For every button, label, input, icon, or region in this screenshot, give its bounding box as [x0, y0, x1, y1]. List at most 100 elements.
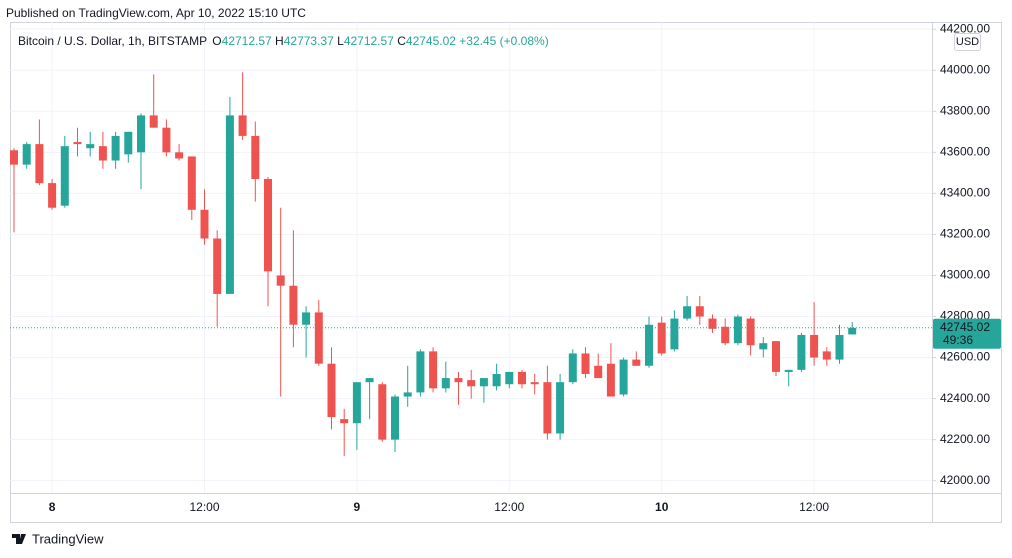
currency-label: USD — [956, 36, 979, 48]
candle-body — [441, 378, 450, 389]
x-tick-label: 10 — [655, 500, 669, 514]
x-tick-label: 12:00 — [189, 500, 219, 514]
candle-body — [594, 365, 603, 379]
candle-body — [86, 144, 95, 149]
candle-body — [733, 316, 742, 344]
symbol: Bitcoin / U.S. Dollar, 1h, BITSTAMP — [18, 34, 207, 48]
candle-body — [327, 363, 336, 418]
candle-body — [619, 359, 628, 395]
candle-body — [213, 238, 222, 294]
candle-body — [657, 322, 666, 354]
candle-body — [149, 115, 158, 128]
brand: TradingView — [12, 531, 104, 546]
candle-body — [505, 371, 514, 385]
x-tick-label: 8 — [49, 500, 56, 514]
candle-body — [772, 341, 780, 372]
candle-body — [10, 150, 18, 165]
legend-value: 42745.02 — [406, 34, 456, 48]
published-note: Published on TradingView.com, Apr 10, 20… — [6, 6, 306, 20]
y-tick-label: 43600.00 — [940, 144, 990, 158]
legend-letter: O — [212, 34, 221, 48]
candle-body — [302, 312, 311, 325]
candle-body — [759, 343, 768, 350]
legend-letter: C — [397, 34, 406, 48]
candle-body — [251, 135, 260, 179]
candle-body — [479, 378, 488, 387]
chart-frame — [10, 22, 1002, 523]
y-tick-label: 43000.00 — [940, 268, 990, 282]
legend-letter: H — [275, 34, 284, 48]
candle-body — [606, 363, 615, 397]
y-tick-label: 42600.00 — [940, 350, 990, 364]
candle-body — [721, 326, 730, 344]
candle-body — [530, 382, 539, 385]
change-label: +32.45 (+0.08%) — [459, 34, 548, 48]
candle-body — [124, 131, 133, 155]
grid — [10, 22, 932, 493]
candle-body — [645, 324, 653, 366]
candle-body — [835, 334, 844, 360]
candle-body — [784, 369, 793, 372]
candle-body — [556, 382, 565, 434]
candle-body — [518, 371, 526, 385]
candle-body — [340, 419, 349, 424]
legend-value: 42773.37 — [284, 34, 334, 48]
candle-body — [822, 351, 831, 360]
candle-body — [708, 318, 717, 329]
y-tick-label: 42400.00 — [940, 391, 990, 405]
axes: 42000.0042200.0042400.0042600.0042800.00… — [10, 21, 1001, 514]
candle-body — [314, 312, 323, 364]
candle-body — [695, 306, 704, 317]
legend: Bitcoin / U.S. Dollar, 1h, BITSTAMP O427… — [18, 34, 549, 48]
candle-body — [352, 382, 361, 424]
y-tick-label: 44200.00 — [940, 21, 990, 35]
x-tick-label: 12:00 — [494, 500, 524, 514]
legend-letter: L — [337, 34, 344, 48]
candle-body — [670, 318, 679, 350]
y-tick-label: 43800.00 — [940, 103, 990, 117]
candle-body — [429, 351, 438, 389]
candle-body — [416, 351, 425, 393]
brand-name: TradingView — [32, 531, 104, 546]
candle-body — [187, 156, 196, 210]
candle-body — [48, 183, 57, 208]
candle-body — [365, 378, 374, 383]
candle-body — [98, 146, 107, 161]
candle-body — [746, 318, 755, 346]
candle-body — [35, 144, 44, 184]
legend-value: 42712.57 — [344, 34, 394, 48]
candle-body — [391, 396, 399, 440]
candle-body — [162, 127, 171, 153]
candle-body — [73, 142, 82, 145]
candle-body — [276, 275, 285, 286]
candles — [10, 72, 857, 457]
candle-body — [200, 209, 209, 239]
countdown-label: 49:36 — [943, 333, 973, 347]
candle-body — [467, 380, 476, 387]
candle-body — [492, 373, 501, 387]
candle-body — [137, 115, 145, 153]
candle-body — [581, 353, 590, 374]
candle-body — [568, 353, 577, 383]
candle-body — [175, 152, 184, 159]
candle-body — [22, 144, 31, 165]
candle-body — [454, 378, 463, 383]
candle-body — [111, 135, 120, 161]
candle-body — [683, 306, 692, 319]
candle-body — [264, 179, 272, 272]
candle-body — [238, 115, 247, 136]
x-tick-label: 12:00 — [799, 500, 829, 514]
candle-body — [378, 384, 387, 440]
candle-body — [632, 359, 641, 366]
y-tick-label: 43400.00 — [940, 186, 990, 200]
candle-body — [60, 146, 69, 206]
y-tick-label: 42000.00 — [940, 473, 990, 487]
currency-box — [954, 33, 981, 51]
candle-body — [403, 392, 412, 397]
last-price-label: 42745.02 — [940, 320, 990, 334]
legend-value: 42712.57 — [222, 34, 272, 48]
y-tick-label: 44000.00 — [940, 62, 990, 76]
